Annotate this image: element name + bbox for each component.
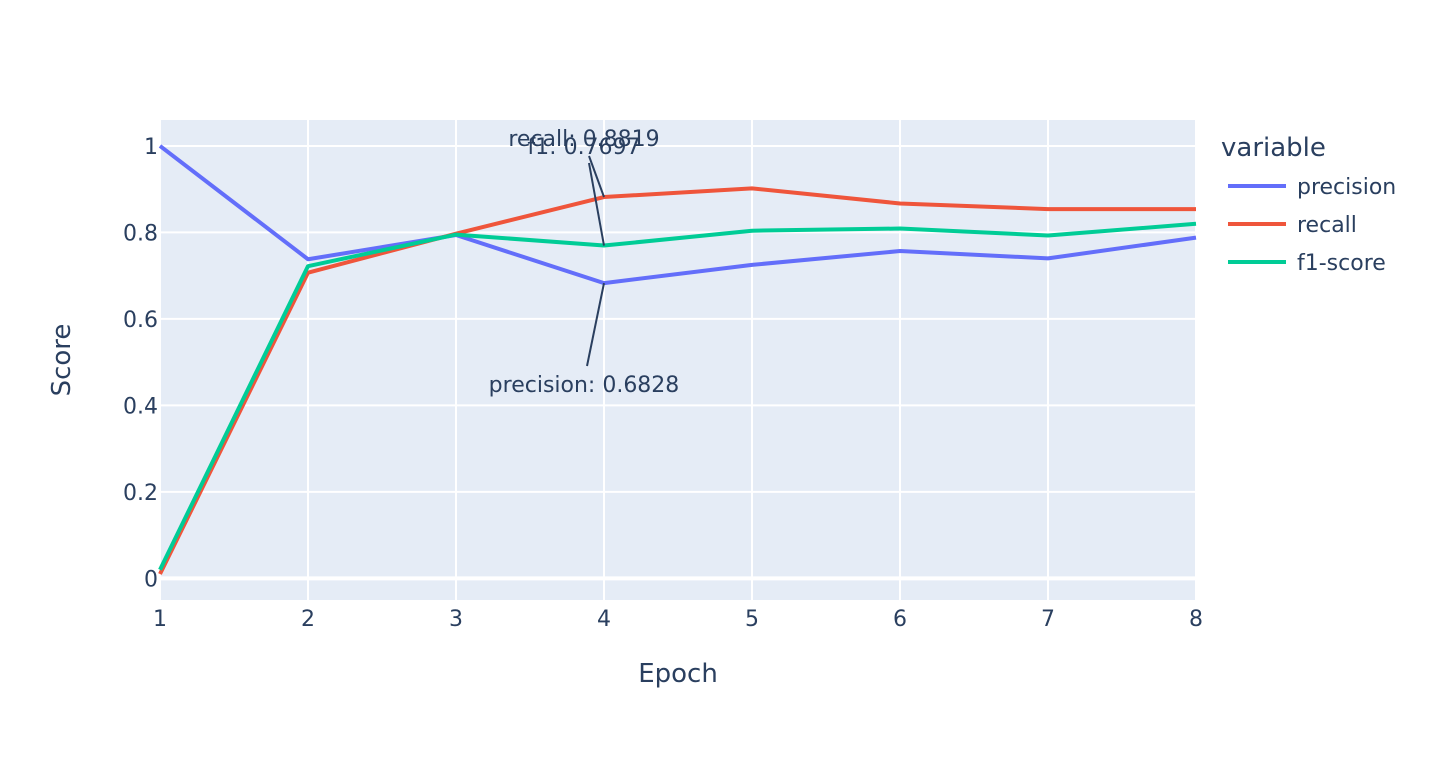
y-tick-label: 0.6 <box>123 308 158 333</box>
x-tick-label: 3 <box>449 607 463 632</box>
legend-title: variable <box>1221 133 1326 163</box>
y-tick-label: 0.8 <box>123 221 158 246</box>
x-tick-label: 8 <box>1189 607 1203 632</box>
grid <box>159 120 1197 600</box>
x-tick-label: 4 <box>597 607 611 632</box>
series-line-precision <box>158 144 1197 286</box>
y-tick-label: 1 <box>144 135 158 160</box>
x-tick-label: 7 <box>1041 607 1055 632</box>
legend-item-precision[interactable]: precision <box>1228 175 1396 200</box>
legend-item-recall[interactable]: recall <box>1228 213 1357 238</box>
x-tick-label: 1 <box>153 607 167 632</box>
annotation-label: recall: 0.8819 <box>508 127 659 152</box>
annotation-arrow <box>588 155 605 198</box>
series-layer <box>158 144 1197 575</box>
y-tick-label: 0 <box>144 567 158 592</box>
legend: variable precision recall f1-score <box>1221 133 1396 276</box>
x-tick-label: 5 <box>745 607 759 632</box>
legend-label: precision <box>1297 175 1396 200</box>
x-axis-title: Epoch <box>638 659 718 689</box>
legend-label: recall <box>1297 213 1357 238</box>
x-tick-label: 2 <box>301 607 315 632</box>
y-tick-label: 0.2 <box>123 481 158 506</box>
legend-label: f1-score <box>1297 251 1386 276</box>
annotation-arrow <box>586 282 605 367</box>
y-tick-label: 0.4 <box>123 394 158 419</box>
y-axis-title: Score <box>47 324 77 397</box>
annotation-arrow <box>588 162 605 246</box>
legend-item-f1-score[interactable]: f1-score <box>1228 251 1386 276</box>
annotation-label: f1: 0.7697 <box>527 135 640 160</box>
y-axis-ticks: 0 0.2 0.4 0.6 0.8 1 <box>123 135 158 592</box>
annotation-label: precision: 0.6828 <box>489 373 680 398</box>
x-tick-label: 6 <box>893 607 907 632</box>
plot-background <box>160 120 1196 600</box>
series-line-recall <box>158 186 1196 575</box>
x-axis-ticks: 1 2 3 4 5 6 7 8 <box>153 607 1203 632</box>
series-line-f1-score <box>158 221 1197 571</box>
